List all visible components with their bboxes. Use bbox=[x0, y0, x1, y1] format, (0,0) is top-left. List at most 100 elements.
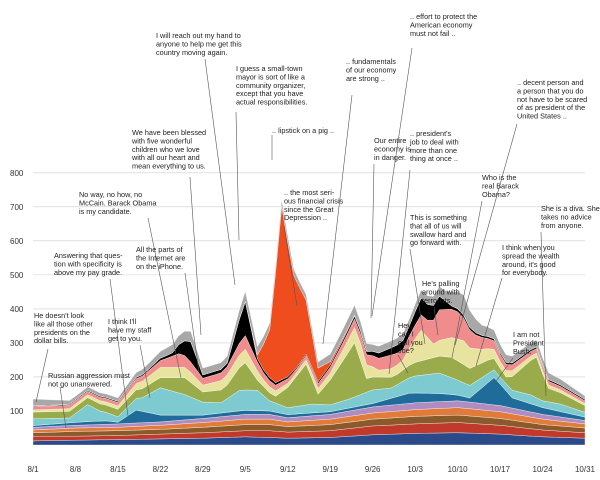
annotation-leader-line bbox=[475, 277, 503, 367]
annotation: He's palling around with terrorists. bbox=[422, 279, 460, 336]
annotation-line: Who is the bbox=[482, 173, 516, 182]
annotation-line: for everybody. bbox=[502, 268, 548, 277]
annotation-line: .. fundamentals bbox=[346, 57, 396, 66]
annotation-leader-line bbox=[451, 200, 483, 359]
annotation: .. lipstick on a pig .. bbox=[271, 126, 334, 160]
y-tick-label: 300 bbox=[10, 339, 24, 348]
annotation-line: with all our heart and bbox=[131, 153, 200, 162]
annotation: She is a diva. She takes no advice from an… bbox=[540, 204, 600, 397]
annotation-line: are strong .. bbox=[346, 74, 385, 83]
annotation-leader-line bbox=[189, 176, 202, 336]
annotation-leader-line bbox=[283, 225, 298, 307]
annotation-line: .. lipstick on a pig .. bbox=[272, 126, 334, 135]
annotations: He doesn't look like all those other presi… bbox=[34, 12, 600, 429]
annotation-line: Depression .. bbox=[284, 213, 327, 222]
annotation-quote: He doesn't look like all those other presi… bbox=[34, 311, 93, 345]
annotation-line: actual responsibilities. bbox=[236, 98, 307, 107]
annotation-leader-line bbox=[540, 231, 547, 397]
annotation-quote: This is something that all of us will swal… bbox=[410, 213, 467, 247]
annotation: I am not President Bush. bbox=[493, 330, 544, 385]
annotation-line: All the parts of bbox=[136, 245, 184, 254]
annotation-quote: .. the most seri-ous financial crisis sin… bbox=[284, 188, 344, 222]
annotation-leader-line bbox=[235, 111, 240, 241]
annotation-quote: .. fundamentals of our economy are strong … bbox=[346, 57, 397, 83]
annotation-line: around, it's good bbox=[502, 260, 556, 269]
annotation-leader-line bbox=[409, 248, 426, 345]
annotation-line: in danger. bbox=[374, 153, 406, 162]
annotation-line: of as president of the bbox=[517, 103, 585, 112]
annotation-line: like all those other bbox=[34, 319, 93, 328]
annotation: We have been blessed with five wonderful c… bbox=[131, 128, 206, 336]
annotation-quote: Russian aggression must not go unanswered… bbox=[48, 371, 130, 388]
annotation-line: terrorists. bbox=[422, 296, 452, 305]
annotation-quote: .. president's job to deal with more than … bbox=[409, 129, 459, 163]
x-tick-label: 9/5 bbox=[240, 465, 252, 474]
annotation-line: .. effort to protect the bbox=[410, 12, 477, 21]
annotation-quote: She is a diva. She takes no advice from an… bbox=[541, 204, 600, 230]
annotation-line: .. president's bbox=[410, 129, 451, 138]
annotation-quote: I guess a small-town mayor is sort of lik… bbox=[236, 64, 307, 107]
x-tick-label: 8/8 bbox=[70, 465, 82, 474]
y-tick-label: 100 bbox=[10, 407, 24, 416]
annotation-line: around with bbox=[422, 287, 460, 296]
annotation-line: Answering that ques- bbox=[54, 251, 123, 260]
annotation-line: Joe? bbox=[398, 346, 414, 355]
annotation-quote: Answering that ques-tion with specificit… bbox=[54, 251, 123, 277]
y-tick-label: 600 bbox=[10, 237, 24, 246]
annotation-line: call you bbox=[398, 338, 423, 347]
x-tick-label: 8/22 bbox=[153, 465, 169, 474]
annotation-line: not have to be scared bbox=[517, 95, 587, 104]
annotation-line: children who we love bbox=[132, 145, 200, 154]
y-tick-label: 400 bbox=[10, 305, 24, 314]
y-tick-label: 800 bbox=[10, 169, 24, 178]
x-tick-label: 10/31 bbox=[575, 465, 596, 474]
annotation-leader-line bbox=[433, 306, 439, 336]
annotation-line: more than one bbox=[410, 146, 457, 155]
annotation: I think when you spread the wealth around,… bbox=[475, 243, 560, 367]
annotation-leader-line bbox=[204, 58, 236, 286]
annotation-line: Our entire bbox=[374, 136, 406, 145]
annotation-leader-line bbox=[184, 272, 200, 373]
annotation-line: anyone to help me get this bbox=[156, 39, 242, 48]
annotation-line: swallow hard and bbox=[410, 230, 466, 239]
annotation: Russian aggression must not go unanswered… bbox=[48, 371, 130, 429]
annotation-line: with five wonderful bbox=[131, 136, 192, 145]
annotation-line: .. the most seri- bbox=[284, 188, 335, 197]
annotation-line: I think I'll bbox=[108, 317, 137, 326]
annotation: I think I'll have my staff get to you. bbox=[108, 317, 152, 399]
annotation: All the parts of the Internet are on the i… bbox=[136, 245, 200, 373]
annotation-line: I guess a small-town bbox=[236, 64, 303, 73]
annotation-line: not go unanswered. bbox=[48, 379, 112, 388]
annotation-line: ous financial crisis bbox=[284, 196, 344, 205]
annotation-line: He's palling bbox=[422, 279, 460, 288]
annotation-quote: I am not President Bush. bbox=[513, 330, 544, 356]
annotation-line: dollar bills. bbox=[34, 336, 68, 345]
annotation-quote: I think when you spread the wealth around,… bbox=[502, 243, 560, 277]
annotation-line: since the Great bbox=[284, 205, 333, 214]
annotation: Our entire economy is in danger. bbox=[370, 136, 411, 319]
annotation-quote: .. effort to protect the American economy… bbox=[410, 12, 477, 38]
annotation-line: takes no advice bbox=[541, 212, 592, 221]
series-layers bbox=[32, 199, 586, 446]
annotation: No way, no how, no McCain. Barack Obama is… bbox=[79, 190, 182, 379]
series-area bbox=[32, 199, 586, 407]
annotation-line: She is a diva. She bbox=[541, 204, 600, 213]
y-tick-label: 500 bbox=[10, 271, 24, 280]
annotation: This is something that all of us will swal… bbox=[409, 213, 467, 345]
annotation-line: presidents on the bbox=[34, 328, 90, 337]
annotation-line: country moving again. bbox=[156, 48, 227, 57]
annotation-line: on the iPhone. bbox=[136, 262, 183, 271]
x-tick-label: 10/3 bbox=[407, 465, 423, 474]
x-tick-label: 10/24 bbox=[533, 465, 554, 474]
annotation-line: economy is bbox=[374, 144, 411, 153]
annotation-line: spread the wealth bbox=[502, 251, 560, 260]
annotation-leader-line bbox=[139, 344, 151, 399]
annotation-quote: No way, no how, no McCain. Barack Obama is… bbox=[79, 190, 157, 216]
annotation-line: can I bbox=[398, 329, 414, 338]
annotation-line: must not fail .. bbox=[410, 29, 455, 38]
annotation-line: Bush. bbox=[513, 347, 532, 356]
annotation: .. president's job to deal with more than … bbox=[388, 129, 459, 375]
